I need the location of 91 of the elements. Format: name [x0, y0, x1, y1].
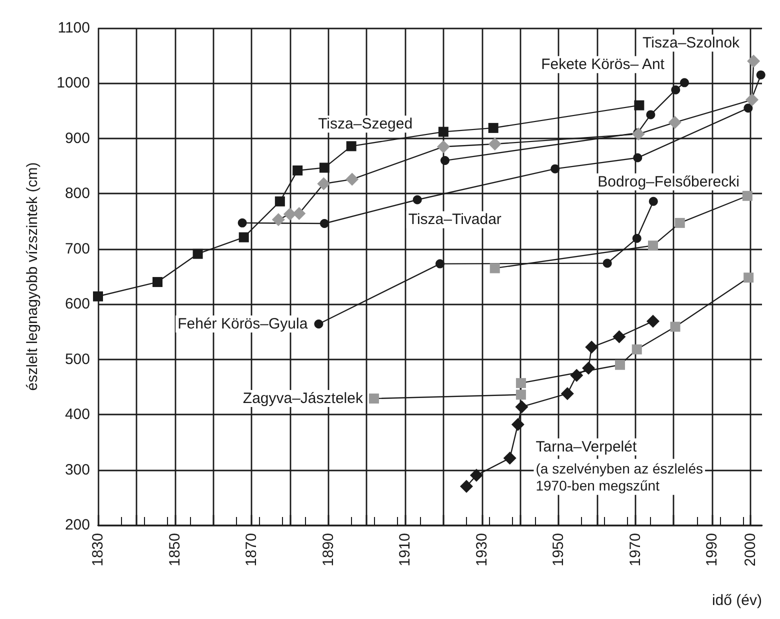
point	[192, 248, 203, 259]
point	[670, 322, 680, 332]
y-tick-label: 1100	[58, 20, 90, 36]
point	[516, 378, 526, 388]
point	[488, 137, 502, 150]
point	[515, 400, 528, 414]
y-tick-label: 1000	[56, 74, 90, 92]
point	[671, 85, 680, 94]
point	[582, 362, 596, 375]
point	[488, 122, 498, 133]
y-tick-label: 500	[64, 350, 90, 368]
point	[346, 141, 356, 152]
y-tick-label: 700	[64, 240, 90, 258]
point	[646, 110, 656, 120]
point	[744, 272, 754, 283]
series-label: Fehér Körös–Gyula	[178, 315, 308, 332]
series-label: Tisza–Tivadar	[408, 211, 502, 228]
point	[436, 140, 450, 154]
point	[674, 218, 685, 228]
x-tick-label: 1830	[90, 533, 106, 566]
point	[292, 207, 306, 220]
point	[238, 218, 247, 228]
point	[503, 452, 516, 465]
point	[747, 54, 760, 68]
point	[292, 165, 303, 176]
series-label: Fekete Körös– Ant	[541, 56, 666, 74]
point	[585, 340, 598, 354]
point	[272, 213, 285, 226]
point	[746, 93, 759, 106]
series-label: Zagyva–Jásztelek	[242, 390, 364, 408]
point	[614, 360, 625, 370]
point	[238, 232, 249, 242]
point	[412, 195, 422, 204]
point	[438, 126, 448, 137]
y-tick-label: 800	[64, 185, 90, 202]
point	[756, 70, 766, 80]
point	[550, 164, 560, 174]
point	[570, 368, 584, 382]
point	[317, 177, 330, 190]
point	[516, 390, 526, 400]
y-axis-title: észlelt legnagyobb vízszintek (cm)	[24, 162, 41, 391]
point	[283, 208, 296, 221]
point	[346, 172, 359, 186]
x-tick-label: 1990	[704, 533, 721, 566]
y-tick-label: 200	[64, 516, 90, 534]
point	[490, 263, 500, 274]
point	[632, 128, 645, 141]
x-tick-label: 1870	[243, 533, 260, 566]
x-tick-label: 2000	[742, 533, 759, 566]
point	[435, 259, 444, 268]
series-label: Tarna–Verpelét	[536, 438, 638, 456]
point	[320, 218, 329, 228]
point	[668, 116, 682, 129]
x-tick-label: 1850	[166, 533, 184, 566]
x-tick-label: 1950	[550, 533, 568, 566]
point	[560, 387, 574, 400]
point	[632, 234, 642, 243]
point	[633, 153, 642, 162]
y-tick-label: 600	[64, 296, 90, 313]
y-tick-label: 400	[64, 406, 90, 424]
y-tick-label: 900	[64, 130, 90, 147]
point	[319, 162, 330, 173]
annotation: (a szelvényben az észlelés 1970-ben megszűnt	[536, 460, 704, 494]
x-tick-label: 1890	[320, 533, 337, 566]
x-axis-title: idő (év)	[712, 592, 762, 609]
point	[680, 78, 689, 88]
y-tick-label: 300	[64, 461, 90, 478]
series-label: Tisza–Szolnok	[642, 34, 740, 52]
point	[440, 156, 450, 166]
point	[470, 468, 483, 482]
point	[93, 291, 103, 302]
point	[602, 258, 612, 268]
point	[368, 394, 379, 404]
x-tick-label: 1930	[473, 533, 490, 566]
point	[648, 240, 658, 251]
x-tick-label: 1910	[396, 533, 414, 566]
point	[460, 480, 473, 493]
x-tick-label: 1970	[626, 533, 644, 566]
point	[612, 330, 626, 344]
point	[274, 196, 285, 206]
point	[511, 418, 524, 431]
point	[646, 314, 660, 328]
point	[648, 196, 658, 206]
series-label: Tisza–Szeged	[318, 116, 413, 133]
point	[632, 344, 642, 354]
point	[314, 319, 324, 328]
point	[634, 100, 644, 110]
point	[744, 104, 753, 113]
point	[152, 277, 162, 288]
series-label: Bodrog–Felsőberecki	[598, 173, 740, 190]
point	[742, 190, 752, 201]
